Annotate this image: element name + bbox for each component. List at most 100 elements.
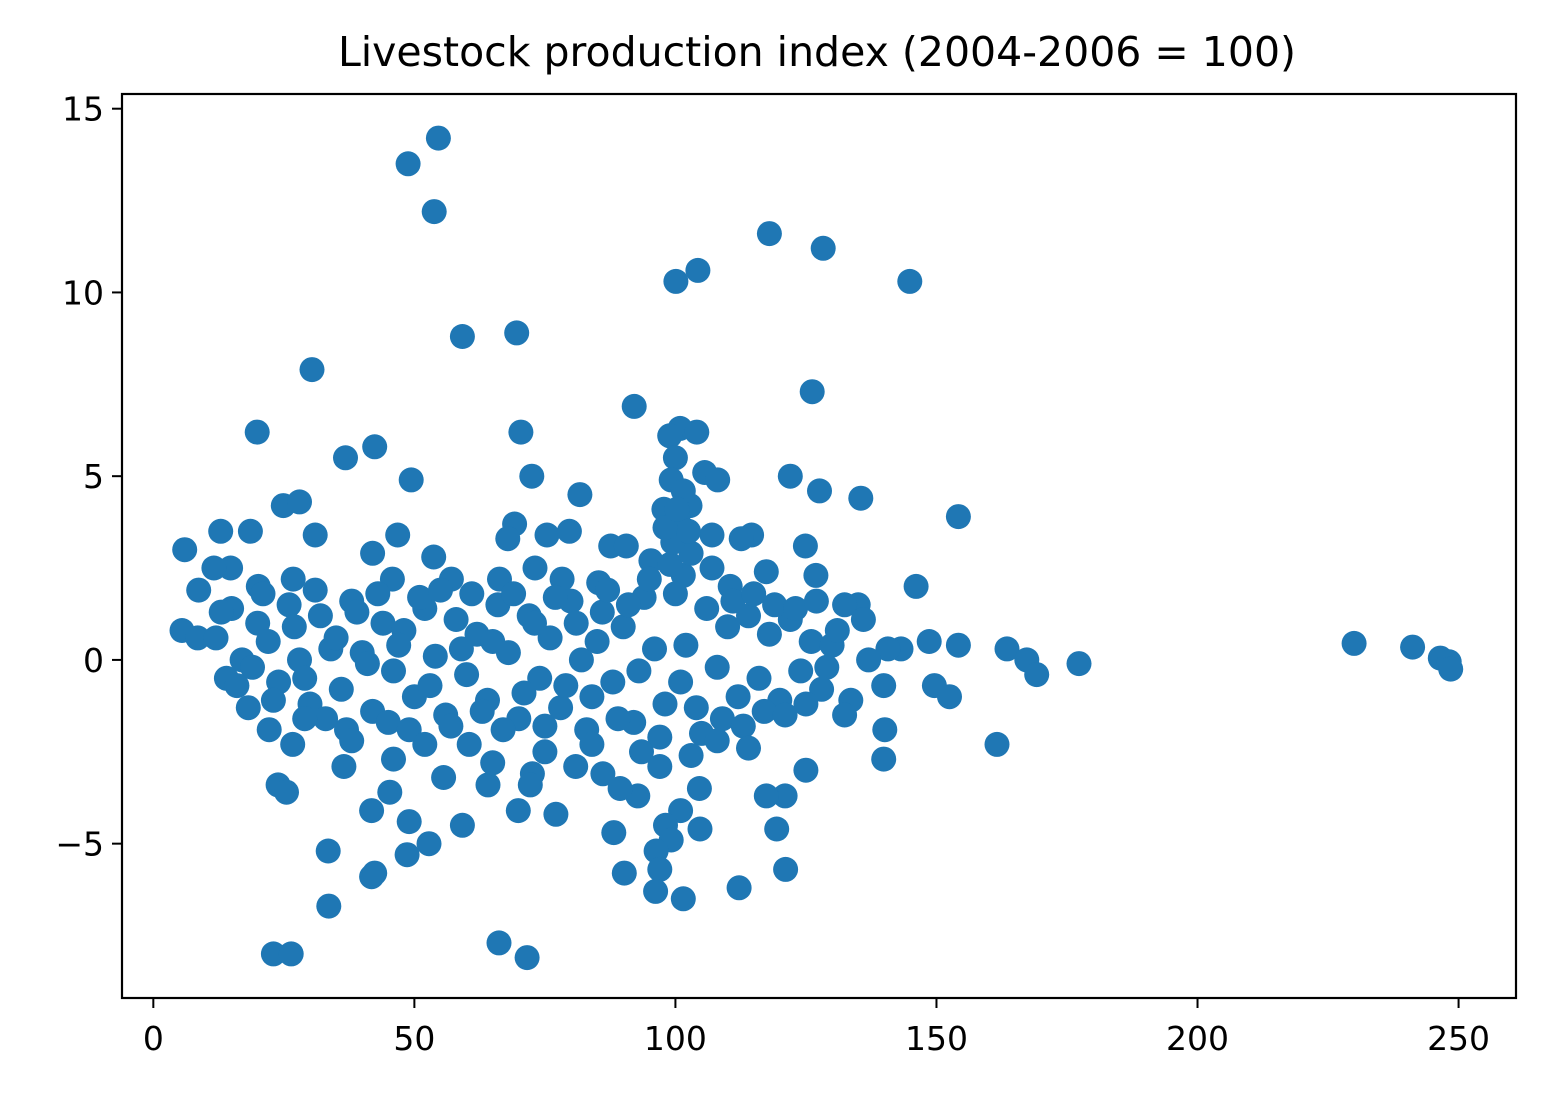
data-point [186,577,212,603]
data-point [668,669,694,695]
data-point [832,702,858,728]
x-tick-label: 250 [1427,1019,1490,1058]
data-point [1438,656,1464,682]
data-point [172,537,198,563]
data-point [422,643,448,669]
data-point [699,522,725,548]
data-point [292,665,318,691]
data-point [788,658,814,684]
data-point [872,717,898,743]
data-point [751,698,777,724]
data-point [421,544,447,570]
data-point [793,691,819,717]
data-point [475,772,501,798]
data-point [276,592,302,618]
chart-title: Livestock production index (2004-2006 = … [338,28,1296,76]
data-point [728,526,754,552]
data-point [824,618,850,643]
data-point [772,702,798,728]
data-point [715,614,741,640]
data-point [568,647,594,673]
data-point [396,809,422,835]
data-point [534,522,560,548]
data-point [662,581,688,607]
data-point [773,856,799,882]
data-point [323,625,349,651]
data-point [240,654,265,680]
data-point [945,632,971,658]
data-point [636,566,662,592]
data-point [185,625,211,651]
data-point [542,584,568,610]
data-point [256,717,282,743]
data-point [657,551,683,577]
data-point [281,614,307,640]
data-point [537,625,563,651]
data-point [299,357,325,383]
data-point [1024,662,1050,688]
data-points [169,125,1464,971]
data-point [937,684,962,710]
data-point [903,573,929,599]
data-point [245,610,271,636]
data-point [647,856,673,882]
data-point [381,658,406,684]
data-point [563,610,589,636]
data-point [772,783,798,809]
data-point [756,221,782,247]
data-point [629,739,654,765]
data-point [302,577,328,603]
data-point [590,761,616,787]
data-point [274,779,299,805]
data-point [412,731,438,757]
data-point [428,577,453,603]
data-point [508,419,534,445]
data-point [756,621,782,647]
data-point [621,393,647,419]
data-point [201,555,227,581]
data-point [203,625,229,651]
data-point [741,581,767,607]
data-point [431,765,457,790]
data-point [504,320,530,346]
data-point [684,419,710,445]
data-point [449,324,475,349]
y-tick-label: 5 [83,457,104,496]
data-point [543,801,569,827]
data-point [237,518,263,544]
data-point [663,268,689,294]
data-point [1341,630,1367,656]
data-point [704,728,730,754]
data-point [480,629,506,654]
data-point [563,754,589,779]
data-point [746,665,772,691]
data-point [736,735,761,761]
data-point [548,695,574,721]
data-point [871,673,897,699]
data-point [807,478,832,504]
data-point [799,379,825,405]
data-point [505,798,531,824]
data-point [832,592,858,618]
data-point [704,654,730,680]
data-point [398,467,424,493]
data-point [514,945,540,971]
data-point [683,695,709,721]
data-point [762,592,788,618]
data-point [386,632,412,658]
data-point [362,860,388,886]
y-tick-label: 15 [62,90,104,129]
data-point [685,257,711,283]
data-point [638,548,664,574]
data-point [753,559,779,585]
data-point [443,607,469,632]
data-point [600,669,626,695]
data-point [381,746,406,772]
data-point [856,647,882,673]
data-point [438,713,464,739]
data-point [736,603,761,629]
data-point [333,445,358,471]
data-point [362,434,388,460]
